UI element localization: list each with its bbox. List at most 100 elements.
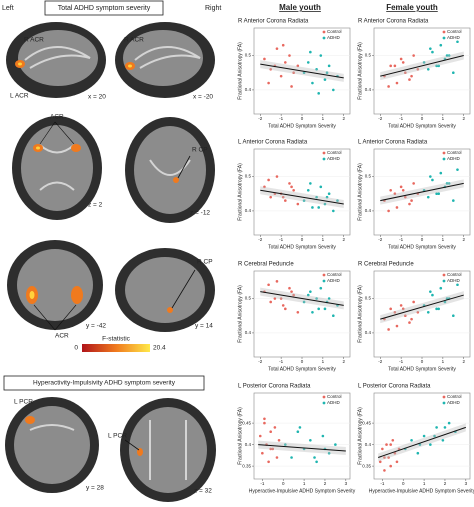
point: [315, 67, 318, 71]
point: [393, 451, 397, 455]
point: [429, 290, 432, 293]
point: [267, 283, 270, 287]
legend-label: ADHD: [447, 35, 461, 40]
side-label: Right: [205, 5, 221, 12]
brain-label: z = -12: [190, 210, 210, 217]
heading-box: [3, 375, 205, 391]
x-tick-label: 1: [303, 481, 306, 486]
point: [334, 443, 337, 446]
point: [435, 64, 438, 68]
point: [275, 280, 279, 283]
point: [302, 199, 306, 202]
x-tick-label: -1: [260, 481, 264, 486]
point: [296, 430, 300, 434]
point: [452, 71, 455, 75]
point: [309, 50, 312, 54]
y-tick-label: 0.4: [365, 208, 372, 213]
x-tick-label: -1: [399, 237, 403, 242]
y-tick-label: 0.45: [242, 420, 251, 425]
point: [401, 61, 405, 64]
point: [261, 451, 264, 455]
point: [327, 451, 331, 455]
legend-label: Control: [327, 394, 342, 399]
legend-marker: [442, 157, 446, 161]
legend-marker: [322, 30, 326, 34]
x-tick-label: 2: [462, 116, 465, 121]
legend-marker: [322, 151, 326, 155]
x-tick-label: -2: [258, 116, 262, 121]
point: [315, 460, 318, 464]
point: [443, 426, 447, 429]
chart-title: R Anterior Corona Radiata: [358, 19, 429, 25]
point: [410, 317, 413, 321]
point: [393, 192, 397, 196]
point: [408, 202, 411, 206]
point: [439, 286, 443, 290]
legend-label: ADHD: [327, 35, 341, 40]
legend-label: Control: [447, 394, 462, 399]
point: [387, 85, 390, 88]
x-tick-label: 0: [301, 359, 304, 364]
point: [317, 92, 320, 95]
brain-label: R CP: [197, 259, 213, 266]
y-tick-label: 0.5: [245, 53, 252, 58]
point: [389, 188, 392, 192]
y-tick-label: 0.4: [245, 330, 252, 335]
legend-label: Control: [327, 29, 342, 34]
point: [387, 456, 390, 459]
point: [389, 443, 392, 446]
brain-label: x = 20: [88, 94, 106, 101]
x-tick-label: 1: [442, 116, 445, 121]
y-tick-label: 0.45: [362, 420, 371, 425]
point: [317, 206, 320, 209]
point: [319, 54, 323, 57]
legend-label: Control: [447, 150, 462, 155]
point: [298, 426, 302, 429]
point: [321, 434, 325, 438]
point: [309, 439, 312, 442]
point: [447, 54, 451, 57]
point: [309, 182, 312, 185]
y-axis-label: Fractional Anisotropy (FA): [357, 163, 363, 221]
point: [429, 175, 432, 178]
point: [426, 195, 430, 199]
point: [429, 443, 432, 446]
x-tick-label: -1: [399, 116, 403, 121]
point: [288, 54, 291, 57]
y-tick-label: 0.5: [365, 296, 372, 301]
point: [267, 81, 270, 85]
x-tick-label: 0: [402, 481, 405, 486]
brain-label: R ACR: [124, 37, 144, 44]
y-tick-label: 0.5: [245, 174, 252, 179]
point: [447, 421, 451, 425]
y-tick-label: 0.5: [245, 296, 252, 301]
point: [437, 307, 440, 311]
point: [395, 460, 399, 464]
legend-marker: [442, 36, 446, 40]
point: [263, 57, 266, 61]
point: [435, 426, 438, 429]
y-tick-label: 0.35: [242, 463, 251, 468]
fit-line: [258, 444, 346, 452]
point: [389, 64, 392, 68]
point: [437, 64, 440, 68]
x-tick-label: 0: [301, 237, 304, 242]
x-axis-label: Total ADHD Symptom Severity: [268, 244, 336, 250]
point: [269, 300, 272, 304]
point: [433, 434, 436, 438]
y-tick-label: 0.5: [365, 53, 372, 58]
point: [437, 192, 440, 196]
legend-marker: [322, 36, 326, 40]
y-axis-label: Fractional Anisotropy (FA): [357, 285, 363, 343]
point: [332, 314, 335, 318]
point: [422, 61, 426, 64]
brain-label: z = 32: [194, 488, 212, 495]
plot-area: [253, 392, 351, 480]
point: [306, 188, 310, 192]
fit-line: [380, 182, 464, 202]
point: [393, 310, 397, 314]
brain-label: y = 14: [195, 323, 213, 330]
x-tick-label: 0: [301, 116, 304, 121]
point: [443, 300, 447, 304]
point: [389, 464, 392, 468]
